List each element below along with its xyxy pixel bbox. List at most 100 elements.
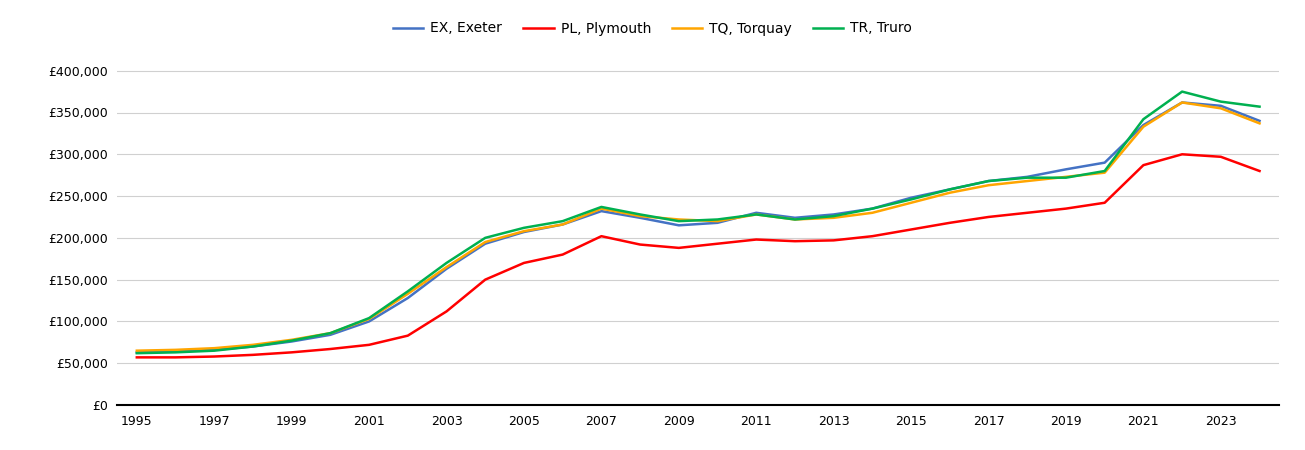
- TQ, Torquay: [632, 213, 647, 219]
- PL, Plymouth: [555, 252, 570, 257]
- EX, Exeter: [129, 350, 145, 355]
- PL, Plymouth: [903, 227, 919, 232]
- TQ, Torquay: [478, 239, 493, 245]
- EX, Exeter: [865, 206, 881, 211]
- PL, Plymouth: [1212, 154, 1228, 159]
- PL, Plymouth: [1096, 200, 1112, 206]
- TQ, Torquay: [322, 330, 338, 336]
- TQ, Torquay: [671, 217, 686, 222]
- PL, Plymouth: [1135, 162, 1151, 168]
- EX, Exeter: [710, 220, 726, 225]
- TR, Truro: [1058, 175, 1074, 180]
- TQ, Torquay: [865, 210, 881, 216]
- TQ, Torquay: [826, 215, 842, 220]
- EX, Exeter: [981, 178, 997, 184]
- TQ, Torquay: [1135, 124, 1151, 130]
- PL, Plymouth: [168, 355, 184, 360]
- PL, Plymouth: [478, 277, 493, 282]
- EX, Exeter: [942, 187, 958, 192]
- TR, Truro: [245, 344, 261, 349]
- TR, Truro: [517, 225, 532, 230]
- EX, Exeter: [748, 210, 763, 216]
- TR, Truro: [361, 315, 377, 321]
- TQ, Torquay: [787, 217, 803, 222]
- EX, Exeter: [594, 208, 609, 214]
- TR, Truro: [129, 351, 145, 356]
- EX, Exeter: [632, 215, 647, 220]
- TQ, Torquay: [245, 342, 261, 347]
- TQ, Torquay: [517, 229, 532, 234]
- TR, Truro: [283, 338, 299, 343]
- TR, Truro: [1019, 175, 1035, 180]
- EX, Exeter: [517, 230, 532, 235]
- TQ, Torquay: [1058, 174, 1074, 180]
- TQ, Torquay: [206, 346, 222, 351]
- TQ, Torquay: [710, 218, 726, 224]
- TQ, Torquay: [283, 337, 299, 342]
- EX, Exeter: [1174, 100, 1190, 105]
- EX, Exeter: [1212, 103, 1228, 108]
- EX, Exeter: [361, 319, 377, 324]
- PL, Plymouth: [1019, 210, 1035, 216]
- Line: TR, Truro: TR, Truro: [137, 92, 1259, 353]
- Line: TQ, Torquay: TQ, Torquay: [137, 103, 1259, 351]
- TQ, Torquay: [129, 348, 145, 353]
- TR, Truro: [865, 206, 881, 211]
- TR, Truro: [1251, 104, 1267, 109]
- TQ, Torquay: [594, 206, 609, 211]
- TQ, Torquay: [981, 183, 997, 188]
- TR, Truro: [555, 218, 570, 224]
- TQ, Torquay: [168, 347, 184, 352]
- EX, Exeter: [478, 241, 493, 247]
- PL, Plymouth: [671, 245, 686, 251]
- TQ, Torquay: [399, 291, 415, 297]
- TQ, Torquay: [942, 190, 958, 195]
- TR, Truro: [594, 204, 609, 210]
- EX, Exeter: [1058, 166, 1074, 172]
- TQ, Torquay: [438, 265, 454, 270]
- PL, Plymouth: [942, 220, 958, 225]
- PL, Plymouth: [1251, 168, 1267, 174]
- TR, Truro: [710, 217, 726, 222]
- PL, Plymouth: [245, 352, 261, 358]
- PL, Plymouth: [129, 355, 145, 360]
- Line: PL, Plymouth: PL, Plymouth: [137, 154, 1259, 357]
- EX, Exeter: [283, 339, 299, 344]
- TQ, Torquay: [1096, 170, 1112, 176]
- PL, Plymouth: [594, 234, 609, 239]
- TR, Truro: [942, 187, 958, 192]
- EX, Exeter: [555, 222, 570, 227]
- PL, Plymouth: [710, 241, 726, 247]
- Line: EX, Exeter: EX, Exeter: [137, 103, 1259, 352]
- TR, Truro: [826, 213, 842, 219]
- EX, Exeter: [322, 332, 338, 338]
- EX, Exeter: [399, 295, 415, 301]
- EX, Exeter: [826, 212, 842, 217]
- TR, Truro: [168, 350, 184, 355]
- TR, Truro: [1212, 99, 1228, 104]
- PL, Plymouth: [438, 309, 454, 314]
- PL, Plymouth: [206, 354, 222, 359]
- PL, Plymouth: [748, 237, 763, 242]
- TR, Truro: [478, 235, 493, 241]
- PL, Plymouth: [632, 242, 647, 247]
- PL, Plymouth: [1174, 152, 1190, 157]
- PL, Plymouth: [826, 238, 842, 243]
- PL, Plymouth: [865, 234, 881, 239]
- PL, Plymouth: [517, 260, 532, 265]
- TR, Truro: [632, 212, 647, 217]
- EX, Exeter: [1135, 122, 1151, 128]
- TR, Truro: [1174, 89, 1190, 94]
- TR, Truro: [399, 288, 415, 294]
- TR, Truro: [438, 260, 454, 265]
- TR, Truro: [1135, 117, 1151, 122]
- EX, Exeter: [168, 349, 184, 354]
- PL, Plymouth: [981, 214, 997, 220]
- EX, Exeter: [1019, 174, 1035, 180]
- EX, Exeter: [206, 347, 222, 352]
- TR, Truro: [903, 197, 919, 202]
- EX, Exeter: [903, 195, 919, 200]
- PL, Plymouth: [322, 346, 338, 352]
- PL, Plymouth: [787, 238, 803, 244]
- TR, Truro: [787, 217, 803, 222]
